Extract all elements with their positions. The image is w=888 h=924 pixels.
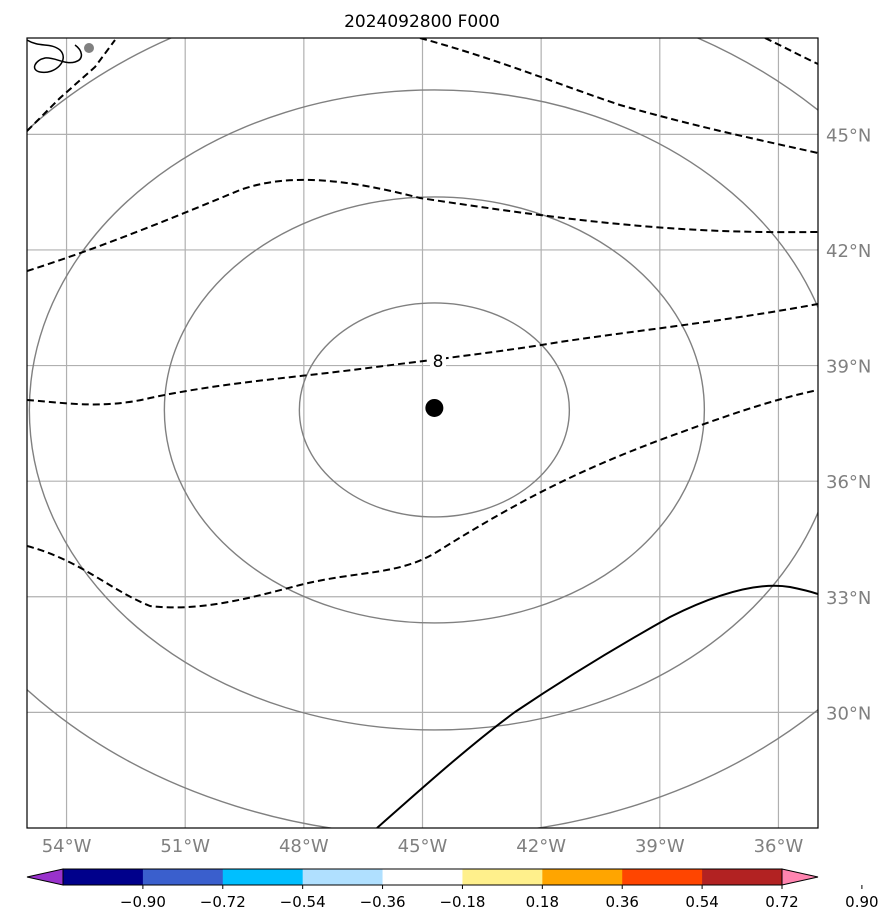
longitude-tick-labels: 54°W 51°W 48°W 45°W 42°W 39°W 36°W xyxy=(42,836,804,857)
range-ring xyxy=(27,38,818,828)
colorbar-extend-high xyxy=(781,868,819,886)
latitude-tick-label: 39°N xyxy=(826,357,871,378)
colorbar-tick-label: −0.72 xyxy=(200,893,246,911)
longitude-tick-label: 54°W xyxy=(42,836,92,857)
dashed-contour-line xyxy=(27,389,818,609)
solid-contours xyxy=(27,39,818,828)
longitude-tick-label: 45°W xyxy=(398,836,448,857)
longitude-tick-label: 42°W xyxy=(516,836,566,857)
small-gray-marker xyxy=(84,43,94,53)
longitude-tick-label: 51°W xyxy=(160,836,210,857)
colorbar-tick-label: −0.36 xyxy=(360,893,406,911)
colorbar-bin xyxy=(382,869,463,885)
storm-center-marker xyxy=(425,398,444,417)
range-ring xyxy=(298,302,571,518)
colorbar-tick-label: 0.36 xyxy=(606,893,639,911)
colorbar-bin xyxy=(142,869,224,885)
map-frame xyxy=(26,37,819,829)
dashed-contour-line xyxy=(27,303,818,406)
range-ring xyxy=(28,89,818,731)
colorbar-extend-low xyxy=(26,868,64,886)
colorbar-tick-label: −0.90 xyxy=(120,893,166,911)
colorbar-bin xyxy=(222,869,304,885)
colorbar-bin xyxy=(63,869,144,885)
range-ring xyxy=(163,196,706,624)
colorbar-bin xyxy=(622,869,703,885)
colorbar-bin xyxy=(462,869,543,885)
coastline-fragment xyxy=(27,39,83,74)
dashed-contour-line xyxy=(764,38,818,65)
dashed-contour-line xyxy=(27,178,818,272)
contour-label-text: 8 xyxy=(433,352,444,372)
colorbar-tick-label: 0.54 xyxy=(685,893,718,911)
colorbar-bin xyxy=(702,869,783,885)
latitude-tick-labels: 45°N 42°N 39°N 36°N 33°N 30°N xyxy=(826,125,871,724)
colorbar-frame xyxy=(62,868,783,886)
longitude-tick-label: 48°W xyxy=(279,836,329,857)
colorbar-tick-label: −0.18 xyxy=(439,893,485,911)
dashed-contours xyxy=(27,38,818,609)
longitude-tick-label: 36°W xyxy=(754,836,804,857)
colorbar: −0.90 −0.72 −0.54 −0.36 −0.18 0.18 0.36 0.54 0.7… xyxy=(26,868,879,911)
colorbar-tick-label: 0.72 xyxy=(765,893,798,911)
contour-label: 8 xyxy=(430,350,446,372)
latitude-tick-label: 45°N xyxy=(826,125,871,146)
graticule-gridlines xyxy=(27,38,818,828)
latitude-tick-label: 42°N xyxy=(826,241,871,262)
dashed-contour-line xyxy=(27,39,116,132)
dashed-contour-line xyxy=(419,38,818,154)
latitude-tick-label: 30°N xyxy=(826,703,871,724)
colorbar-bin xyxy=(542,869,623,885)
colorbar-tick-label: −0.54 xyxy=(280,893,326,911)
colorbar-tick-label: 0.18 xyxy=(526,893,559,911)
figure-title: 2024092800 F000 xyxy=(344,12,500,32)
solid-contour-line xyxy=(376,584,818,828)
colorbar-tick-label: 0.90 xyxy=(845,893,878,911)
latitude-tick-label: 33°N xyxy=(826,588,871,609)
colorbar-bin xyxy=(302,869,384,885)
longitude-tick-label: 39°W xyxy=(635,836,685,857)
latitude-tick-label: 36°N xyxy=(826,472,871,493)
